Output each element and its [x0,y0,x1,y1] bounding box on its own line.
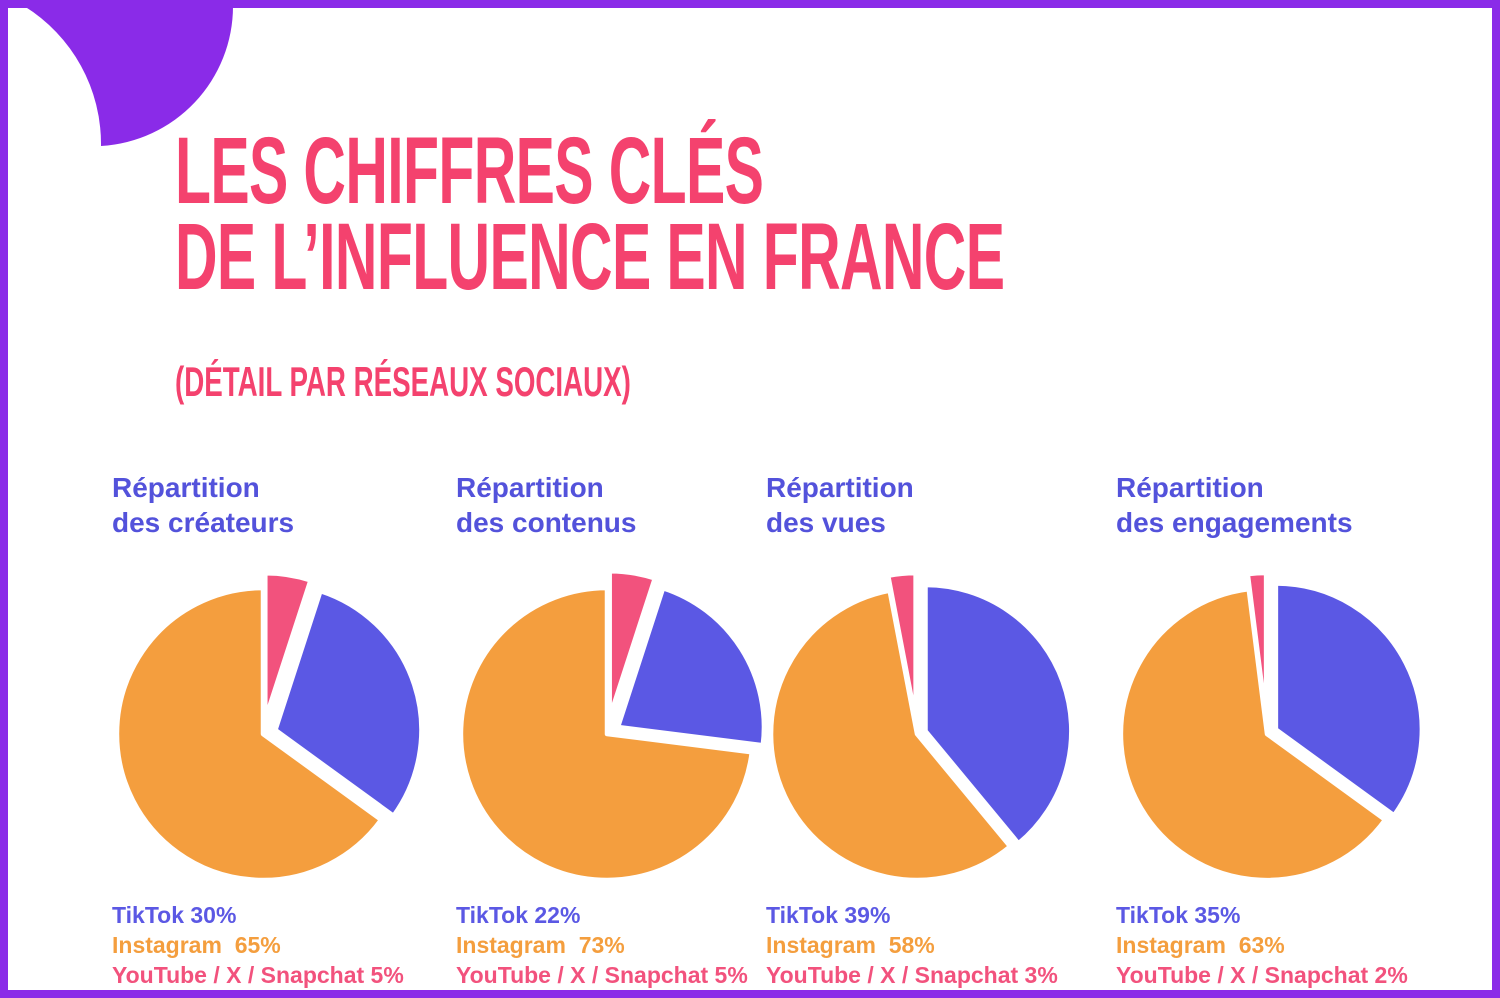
chart-column-createurs: Répartition des créateurs TikTok 30% Inst… [98,470,432,990]
chart-title: Répartition des vues [752,470,1086,546]
chart-column-vues: Répartition des vues TikTok 39% Instagram… [752,470,1086,990]
legend-item: TikTok 39% [766,902,891,928]
pie-chart-createurs [114,570,424,883]
pie-slice-youtube-x-snapchat [263,570,313,722]
pie-slice-tiktok [273,588,424,819]
chart-title-line1: Répartition [112,472,260,503]
chart-column-contenus: Répartition des contenus TikTok 22% Insta… [442,470,776,990]
chart-legend: TikTok 39% Instagram 58% YouTube / X / Sna… [752,900,1086,990]
pie-slice-youtube-x-snapchat [607,568,658,720]
chart-title-line1: Répartition [456,472,604,503]
chart-title-line1: Répartition [766,472,914,503]
corner-petal-shape [24,6,234,146]
page-title-line2: DE L’INFLUENCE EN FRANCE [175,204,1005,310]
chart-legend: TikTok 30% Instagram 65% YouTube / X / Sna… [98,900,432,990]
page-title-line1: LES CHIFFRES CLÉS [175,118,764,224]
pie-slice-instagram [114,585,384,883]
legend-item: TikTok 35% [1116,902,1241,928]
page-subtitle: (DÉTAIL PAR RÉSEAUX SOCIAUX) [175,358,631,405]
legend-item: YouTube / X / Snapchat 3% [766,962,1058,988]
corner-decoration [24,6,234,146]
chart-column-engagements: Répartition des engagements TikTok 35% In… [1102,470,1436,990]
chart-title: Répartition des engagements [1102,470,1436,546]
pie-chart-vues [768,570,1074,883]
pie-slice-tiktok [615,585,767,748]
header: LES CHIFFRES CLÉS DE L’INFLUENCE EN FRAN… [175,118,1500,406]
legend-item: Instagram 65% [112,932,281,958]
pie-slice-instagram [458,585,755,883]
pie-slice-instagram [1118,586,1388,883]
pie-slice-instagram [768,588,1013,883]
legend-item: YouTube / X / Snapchat 2% [1116,962,1408,988]
legend-item: Instagram 73% [456,932,625,958]
chart-title-line1: Répartition [1116,472,1264,503]
chart-legend: TikTok 22% Instagram 73% YouTube / X / Sna… [442,900,776,990]
legend-item: Instagram 58% [766,932,935,958]
legend-item: Instagram 63% [1116,932,1285,958]
chart-title-line2: des créateurs [112,507,295,538]
chart-title-line2: des contenus [456,507,637,538]
pie-chart-engagements [1118,570,1425,883]
legend-item: YouTube / X / Snapchat 5% [456,962,748,988]
pie-slice-youtube-x-snapchat [885,570,918,722]
chart-title-line2: des vues [766,507,886,538]
pie-slice-tiktok [923,582,1074,846]
pie-chart-contenus [458,568,767,883]
chart-title: Répartition des contenus [442,470,776,546]
legend-item: TikTok 30% [112,902,237,928]
chart-title-line2: des engagements [1116,507,1353,538]
pie-slice-tiktok [1273,581,1425,818]
legend-item: YouTube / X / Snapchat 5% [112,962,404,988]
legend-item: TikTok 22% [456,902,581,928]
chart-title: Répartition des créateurs [98,470,432,546]
chart-legend: TikTok 35% Instagram 63% YouTube / X / Sna… [1102,900,1436,990]
pie-slice-youtube-x-snapchat [1245,570,1269,722]
